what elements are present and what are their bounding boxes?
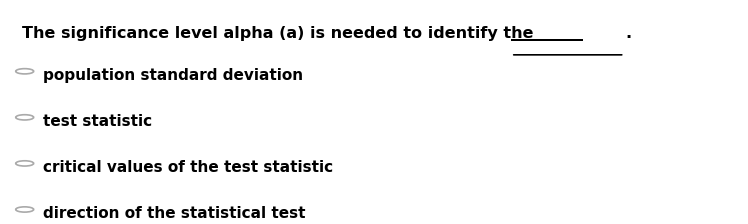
Text: _________: _________ — [511, 26, 583, 41]
Text: The significance level alpha (a) is needed to identify the: The significance level alpha (a) is need… — [22, 26, 539, 41]
Text: direction of the statistical test: direction of the statistical test — [43, 206, 306, 221]
Text: .: . — [625, 26, 631, 41]
Text: test statistic: test statistic — [43, 114, 153, 129]
Text: population standard deviation: population standard deviation — [43, 68, 304, 83]
Text: critical values of the test statistic: critical values of the test statistic — [43, 160, 334, 175]
